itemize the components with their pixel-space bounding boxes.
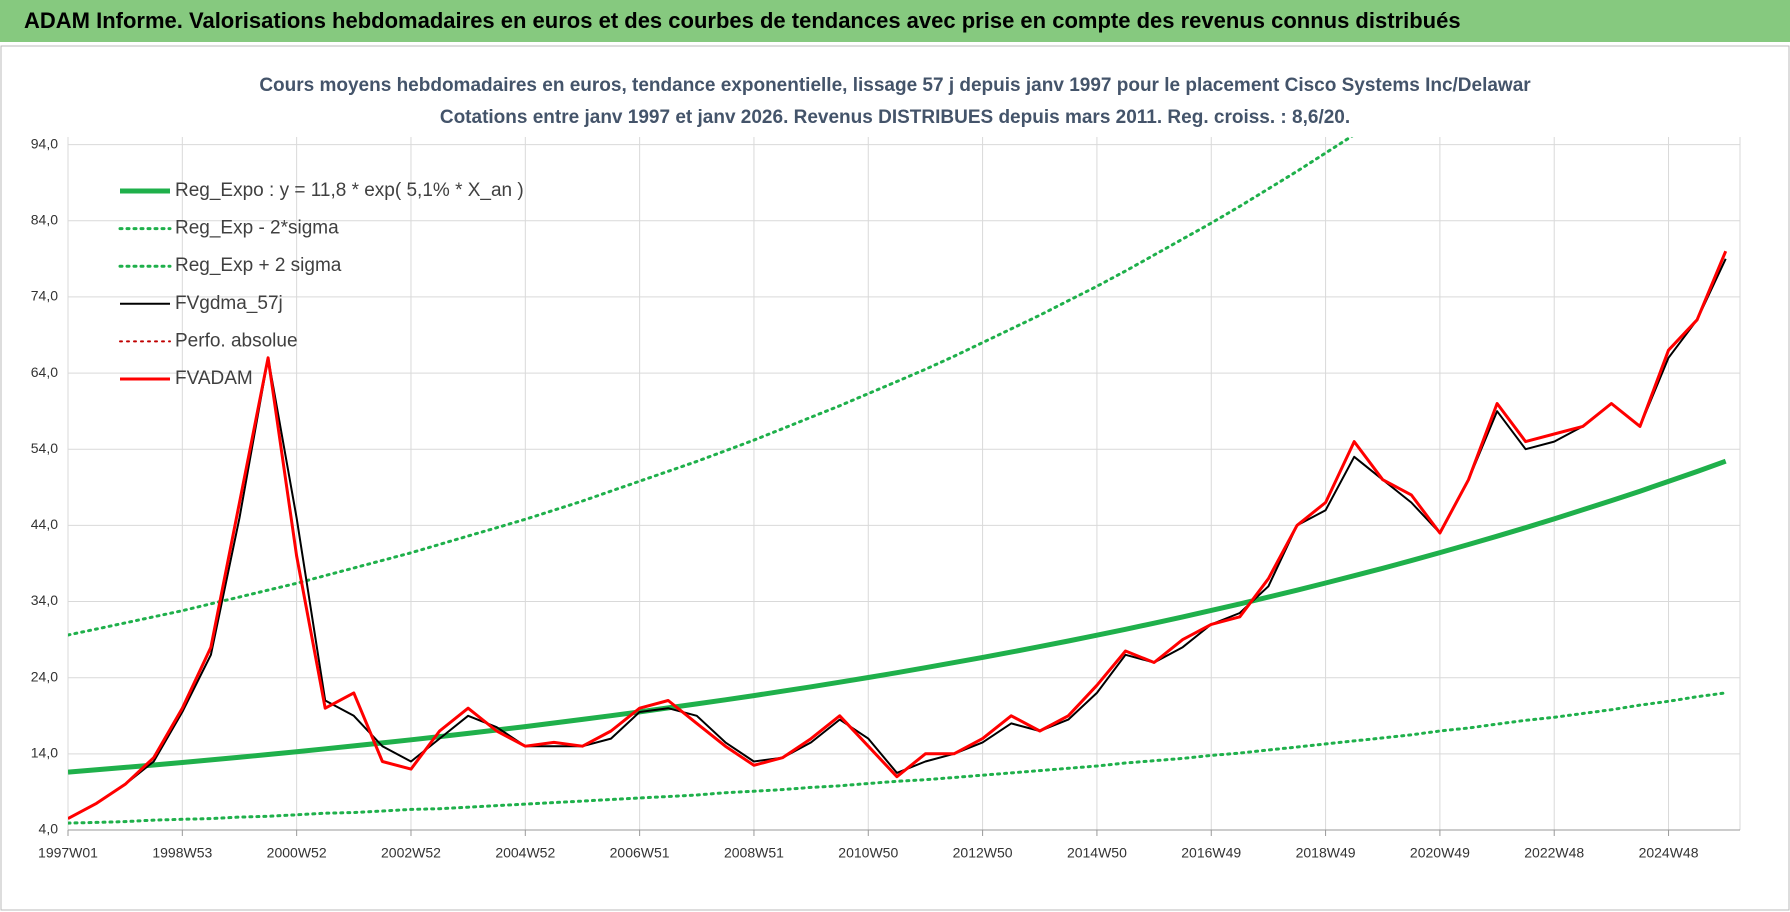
series-line [68, 691, 1728, 825]
x-tick-label: 2008W51 [724, 845, 784, 861]
y-tick-label: 14,0 [31, 745, 58, 761]
legend-label: Perfo. absolue [175, 330, 298, 351]
y-tick-label: 54,0 [31, 440, 58, 456]
chart-frame [0, 45, 1790, 911]
y-tick-label: 84,0 [31, 211, 58, 227]
x-tick-label: 1998W53 [152, 845, 212, 861]
legend-label: Reg_Exp - 2*sigma [175, 218, 339, 239]
y-tick-label: 24,0 [31, 668, 58, 684]
chart-title: Cours moyens hebdomadaires en euros, ten… [259, 75, 1531, 96]
series-line [68, 250, 1728, 820]
y-tick-label: 44,0 [31, 516, 58, 532]
x-tick-label: 2000W52 [267, 845, 327, 861]
x-tick-label: 2022W48 [1524, 845, 1584, 861]
legend-label: Reg_Exp + 2 sigma [175, 255, 342, 276]
x-tick-label: 2012W50 [953, 845, 1013, 861]
x-tick-label: 2024W48 [1639, 845, 1699, 861]
legend-label: FVgdma_57j [175, 293, 283, 314]
series-line [68, 137, 1354, 637]
x-tick-label: 2006W51 [610, 845, 670, 861]
y-tick-label: 94,0 [31, 135, 58, 151]
x-tick-label: 2016W49 [1181, 845, 1241, 861]
x-tick-label: 2010W50 [838, 845, 898, 861]
legend-label: FVADAM [175, 368, 253, 389]
x-tick-label: 2018W49 [1296, 845, 1356, 861]
header-title: ADAM Informe. Valorisations hebdomadaire… [24, 8, 1461, 33]
series-line [68, 458, 1727, 775]
y-tick-label: 34,0 [31, 592, 58, 608]
y-tick-label: 64,0 [31, 364, 58, 380]
chart-subtitle: Cotations entre janv 1997 et janv 2026. … [440, 107, 1350, 128]
x-tick-label: 2020W49 [1410, 845, 1470, 861]
legend-label: Reg_Expo : y = 11,8 * exp( 5,1% * X_an ) [175, 180, 524, 201]
x-tick-label: 2014W50 [1067, 845, 1127, 861]
x-tick-label: 2004W52 [495, 845, 555, 861]
y-tick-label: 4,0 [39, 821, 59, 837]
x-tick-label: 1997W01 [38, 845, 98, 861]
y-tick-label: 74,0 [31, 288, 58, 304]
x-tick-label: 2002W52 [381, 845, 441, 861]
header-bar [0, 0, 1790, 42]
